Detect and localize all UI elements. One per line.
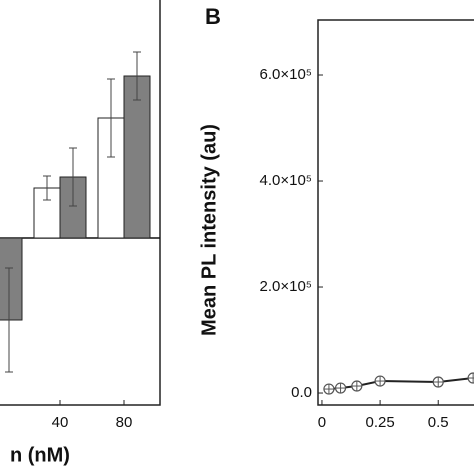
y-tick-label: 2.0×10⁵ xyxy=(259,278,312,295)
plot-frame xyxy=(0,0,161,406)
x-tick-label: 0.5 xyxy=(428,414,449,431)
x-tick-label: 40 xyxy=(52,414,69,431)
y-tick-label: 6.0×10⁵ xyxy=(259,66,312,83)
plot-frame xyxy=(317,19,474,406)
bar xyxy=(59,176,87,239)
bar xyxy=(123,75,151,239)
x-tick-label: 0 xyxy=(318,414,326,431)
panel-label: B xyxy=(205,4,221,29)
x-tick-label: 80 xyxy=(116,414,133,431)
x-axis-label: n (nM) xyxy=(10,444,70,466)
line xyxy=(328,377,474,391)
x-tick-label: 0.25 xyxy=(365,414,394,431)
y-axis-label: Mean PL intensity (au) xyxy=(198,124,220,336)
y-tick-label: 0.0 xyxy=(291,384,312,401)
bar xyxy=(0,237,23,321)
y-tick-label: 4.0×10⁵ xyxy=(259,172,312,189)
